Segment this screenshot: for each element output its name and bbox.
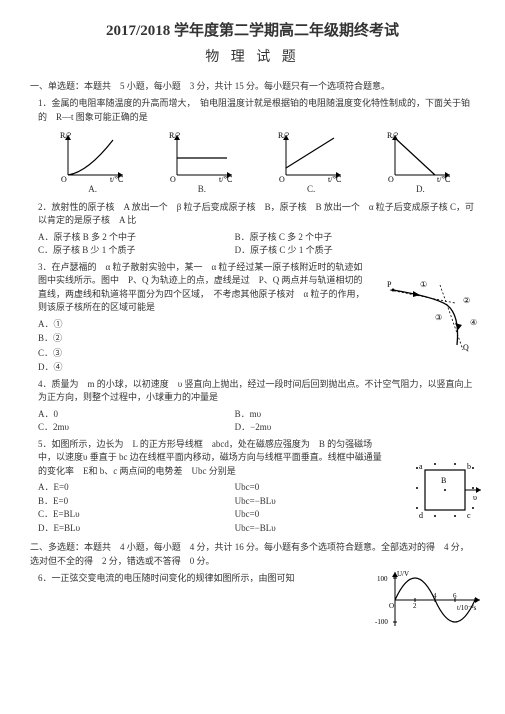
q2-opt-d: D．原子核 C 少 1 个质子 <box>235 244 432 258</box>
svg-text:t/℃: t/℃ <box>219 175 232 184</box>
q2-options: A．原子核 B 多 2 个中子 B．原子核 C 多 2 个中子 C．原子核 B … <box>38 231 475 258</box>
q3-opt-d: D．④ <box>38 361 475 375</box>
q1-text: 1．金属的电阻率随温度的升高而增大， 铂电阻温度计就是根据铂的电阻随温度变化特性… <box>38 97 475 124</box>
q1-label-c: C. <box>276 183 346 197</box>
question-3: 3．在卢瑟福的 α 粒子散射实验中，某一 α 粒子经过某一原子核附近时的轨迹如图… <box>38 261 475 315</box>
q4-opt-b: B．mυ <box>235 408 432 422</box>
q2-opt-c: C．原子核 B 少 1 个质子 <box>38 244 235 258</box>
q4-opt-a: A．0 <box>38 408 235 422</box>
svg-text:O: O <box>279 175 285 184</box>
svg-text:B: B <box>441 476 446 485</box>
q4-options: A．0 B．mυ C．2mυ D．−2mυ <box>38 408 475 435</box>
q1-label-d: D. <box>385 183 455 197</box>
graph-a-svg: R/? O t/℃ <box>58 130 128 185</box>
q6-text: 6．一正弦交变电流的电压随时间变化的规律如图所示，由图可知 <box>38 572 365 586</box>
question-1: 1．金属的电阻率随温度的升高而增大， 铂电阻温度计就是根据铂的电阻随温度变化特性… <box>38 97 475 197</box>
q3-figure: P Q ① ② ③ ④ <box>385 275 485 355</box>
svg-text:U/V: U/V <box>397 570 409 578</box>
graph-c-svg: R/? O t/℃ <box>276 130 346 185</box>
svg-text:υ: υ <box>473 493 477 502</box>
q2-opt-a: A．原子核 B 多 2 个中子 <box>38 231 235 245</box>
q1-graph-a: R/? O t/℃ A. <box>58 130 128 197</box>
q6-figure: U/V 100 -100 O 2 4 6 t/10⁻²s <box>375 568 485 633</box>
svg-text:O: O <box>388 175 394 184</box>
q5-figure: a b c d B υ <box>405 458 485 528</box>
exam-subtitle: 物 理 试 题 <box>30 47 475 68</box>
exam-title: 2017/2018 学年度第二学期高二年级期终考试 <box>30 20 475 43</box>
svg-text:O: O <box>170 175 176 184</box>
svg-text:②: ② <box>463 296 470 305</box>
svg-text:a: a <box>419 462 423 471</box>
graph-d-svg: R/? O t/℃ <box>385 130 455 185</box>
svg-text:Q: Q <box>463 343 469 352</box>
q5-opt-b-l: B．E=0 <box>38 495 235 509</box>
question-2: 2．放射性的原子核 A 放出一个 β 粒子后变成原子核 B，原子核 B 放出一个… <box>38 201 475 228</box>
svg-text:100: 100 <box>377 575 388 583</box>
q1-label-a: A. <box>58 183 128 197</box>
q5-opt-c-l: C．E=BLυ <box>38 508 235 522</box>
section2-heading: 二、多选题：本题共 4 小题，每小题 4 分，共计 16 分。每小题有多个选项符… <box>30 541 475 568</box>
q1-label-b: B. <box>167 183 237 197</box>
q3-text: 3．在卢瑟福的 α 粒子散射实验中，某一 α 粒子经过某一原子核附近时的轨迹如图… <box>38 261 365 315</box>
q2-opt-b: B．原子核 C 多 2 个中子 <box>235 231 432 245</box>
q1-graphs: R/? O t/℃ A. R/? O t/℃ B. <box>38 130 475 197</box>
svg-text:①: ① <box>420 280 427 289</box>
q5-text: 5．如图所示，边长为 L 的正方形导线框 abcd，处在磁感应强度为 B 的匀强… <box>38 438 385 479</box>
q1-graph-c: R/? O t/℃ C. <box>276 130 346 197</box>
q1-graph-d: R/? O t/℃ D. <box>385 130 455 197</box>
q5-opt-d-r: Ubc=−BLυ <box>235 522 432 536</box>
svg-text:O: O <box>389 602 394 610</box>
q5-opt-a-r: Ubc=0 <box>235 481 432 495</box>
question-6: 6．一正弦交变电流的电压随时间变化的规律如图所示，由图可知 U/V 100 -1… <box>38 572 475 586</box>
svg-text:t/10⁻²s: t/10⁻²s <box>457 604 477 612</box>
section1-heading: 一、单选题：本题共 5 小题，每小题 3 分，共计 15 分。每小题只有一个选项… <box>30 80 475 94</box>
q5-opt-c-r: Ubc=0 <box>235 508 432 522</box>
q2-text: 2．放射性的原子核 A 放出一个 β 粒子后变成原子核 B，原子核 B 放出一个… <box>38 201 475 228</box>
svg-text:④: ④ <box>470 318 477 327</box>
graph-b-svg: R/? O t/℃ <box>167 130 237 185</box>
svg-text:t/℃: t/℃ <box>110 175 123 184</box>
svg-text:b: b <box>467 462 471 471</box>
svg-text:c: c <box>467 511 471 520</box>
q1-graph-b: R/? O t/℃ B. <box>167 130 237 197</box>
q5-opt-d-l: D．E=BLυ <box>38 522 235 536</box>
svg-text:P: P <box>387 280 392 289</box>
svg-text:t/℃: t/℃ <box>328 175 341 184</box>
q4-opt-d: D．−2mυ <box>235 421 432 435</box>
q5-opt-a-l: A．E=0 <box>38 481 235 495</box>
svg-text:d: d <box>419 511 423 520</box>
svg-text:③: ③ <box>435 313 442 322</box>
svg-text:-100: -100 <box>375 618 388 626</box>
q4-opt-c: C．2mυ <box>38 421 235 435</box>
question-5: 5．如图所示，边长为 L 的正方形导线框 abcd，处在磁感应强度为 B 的匀强… <box>38 438 475 479</box>
q4-text: 4．质量为 m 的小球，以初速度 υ 竖直向上抛出，经过一段时间后回到抛出点。不… <box>38 378 475 405</box>
question-4: 4．质量为 m 的小球，以初速度 υ 竖直向上抛出，经过一段时间后回到抛出点。不… <box>38 378 475 405</box>
q5-opt-b-r: Ubc=−BLυ <box>235 495 432 509</box>
svg-text:2: 2 <box>413 602 417 610</box>
svg-text:t/℃: t/℃ <box>437 175 450 184</box>
svg-text:O: O <box>61 175 67 184</box>
